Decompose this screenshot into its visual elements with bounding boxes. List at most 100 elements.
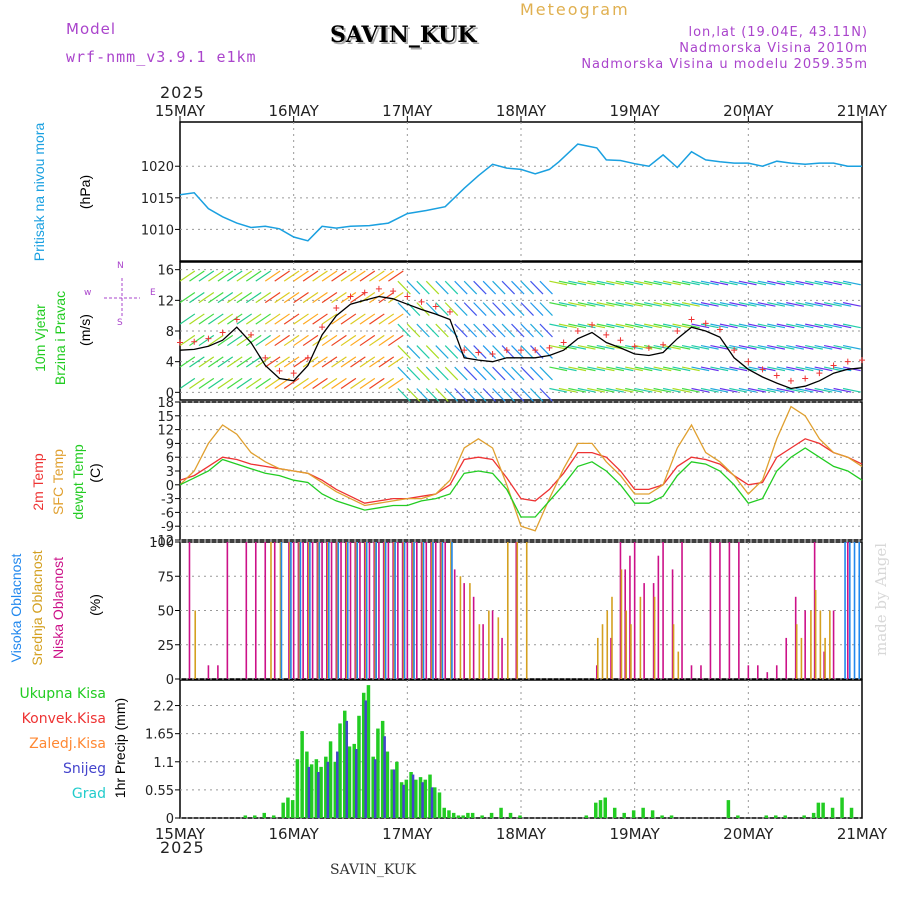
wind-arrow bbox=[435, 345, 449, 359]
wind-arrow bbox=[833, 387, 852, 393]
wind-arrow bbox=[416, 388, 430, 402]
wind-gust-mark bbox=[390, 288, 397, 295]
wind-arrow bbox=[615, 366, 634, 372]
wind-arrow bbox=[757, 387, 776, 393]
wind-arrow bbox=[530, 388, 544, 402]
wind-gust-mark bbox=[702, 320, 709, 327]
precip-bar-precip_total bbox=[437, 792, 442, 818]
y-tick-label: -9 bbox=[161, 520, 174, 535]
time-tick-top: 19MAY bbox=[610, 102, 661, 120]
time-tick-bottom: 18MAY bbox=[496, 825, 547, 843]
wind-arrow bbox=[719, 323, 738, 329]
time-tick-top: 20MAY bbox=[723, 102, 774, 120]
precip-bar-precip_total bbox=[361, 692, 366, 818]
wind-arrow bbox=[227, 377, 243, 389]
wind-arrow bbox=[833, 366, 852, 372]
wind-arrow bbox=[274, 313, 290, 325]
pressure-line bbox=[179, 143, 862, 242]
y-tick-label: 0 bbox=[166, 673, 174, 688]
wind-arrow bbox=[388, 313, 404, 325]
wind-arrow bbox=[786, 323, 804, 329]
wind-arrow bbox=[406, 366, 421, 381]
wind-arrow bbox=[795, 280, 814, 286]
wind-arrow bbox=[425, 323, 440, 338]
wind-arrow bbox=[814, 323, 833, 329]
footer-station: SAVIN_KUK bbox=[330, 862, 417, 878]
wind-arrow bbox=[340, 356, 357, 368]
wind-arrow bbox=[615, 302, 634, 307]
precip-bar-precip_total bbox=[409, 772, 413, 818]
precip-bar-precip_total bbox=[423, 779, 428, 818]
wind-arrow bbox=[501, 302, 516, 316]
precip-bar-precip_total bbox=[480, 815, 484, 818]
wind-arrow bbox=[217, 334, 234, 347]
wind-arrow bbox=[359, 270, 376, 282]
model-label: Model bbox=[66, 20, 117, 38]
precip-label-total: Ukupna Kisa bbox=[19, 686, 106, 702]
wind-label-1: 10m Vjetar bbox=[32, 304, 48, 372]
wind-arrow bbox=[776, 323, 795, 329]
wind-arrow bbox=[473, 388, 487, 402]
wind-arrow bbox=[558, 366, 577, 372]
wind-arrow bbox=[776, 366, 795, 372]
wind-arrow bbox=[549, 302, 568, 307]
wind-arrow bbox=[350, 377, 366, 389]
wind-gust-mark bbox=[660, 341, 667, 348]
precip-bar-precip_total bbox=[584, 815, 589, 818]
wind-arrow bbox=[662, 344, 681, 350]
wind-arrow bbox=[369, 334, 385, 347]
wind-gust-mark bbox=[716, 326, 723, 333]
time-tick-bottom: 19MAY bbox=[610, 825, 661, 843]
precip-bar-precip_total bbox=[631, 810, 636, 818]
wind-arrow bbox=[748, 387, 767, 393]
wind-arrow bbox=[482, 280, 497, 295]
wind-gust-mark bbox=[546, 344, 553, 351]
wind-arrow bbox=[312, 356, 328, 368]
wind-arrow bbox=[492, 366, 506, 381]
wind-arrow bbox=[264, 313, 281, 325]
wind-arrow bbox=[691, 280, 710, 286]
wind-arrow bbox=[738, 280, 757, 286]
wind-arrow bbox=[255, 334, 271, 347]
wind-arrow bbox=[321, 313, 338, 325]
wind-arrow bbox=[805, 323, 823, 329]
wind-gust-mark bbox=[731, 347, 738, 354]
wind-arrow bbox=[435, 280, 449, 295]
precip-bar-precip_snow bbox=[326, 761, 330, 818]
wind-arrow bbox=[644, 302, 662, 307]
wind-arrow bbox=[340, 334, 357, 347]
wind-arrow bbox=[634, 280, 653, 286]
wind-arrow bbox=[388, 377, 404, 389]
precip-bar-precip_total bbox=[253, 815, 257, 818]
wind-arrow bbox=[492, 280, 506, 295]
wind-arrow bbox=[245, 377, 262, 389]
wind-arrow bbox=[558, 280, 577, 286]
wind-arrow bbox=[397, 366, 411, 381]
wind-arrow bbox=[767, 387, 786, 393]
wind-arrow bbox=[814, 366, 833, 372]
precip-bar-precip_total bbox=[281, 802, 285, 818]
wind-arrow bbox=[539, 302, 553, 316]
time-tick-top: 16MAY bbox=[269, 102, 320, 120]
wind-arrow bbox=[795, 302, 814, 307]
wind-arrow bbox=[340, 270, 357, 282]
meteogram-title: Meteogram bbox=[520, 0, 630, 19]
wind-arrow bbox=[672, 280, 691, 286]
model-name: wrf-nmm_v3.9.1 e1km bbox=[66, 48, 257, 66]
wind-gust-mark bbox=[859, 357, 865, 364]
wind-arrow bbox=[700, 323, 719, 329]
precip-label-conv: Konvek.Kisa bbox=[21, 711, 106, 727]
y-tick-label: 8 bbox=[166, 325, 174, 340]
precip-bar-precip_snow bbox=[307, 766, 311, 818]
wind-arrow bbox=[644, 280, 662, 286]
wind-arrow bbox=[842, 387, 861, 393]
cloud-unit: (%) bbox=[87, 594, 103, 616]
wind-arrow bbox=[293, 313, 309, 325]
wind-arrow bbox=[179, 313, 196, 325]
wind-arrow bbox=[681, 323, 700, 329]
pressure-label: Pritisak na nivou mora bbox=[31, 122, 47, 262]
wind-arrow bbox=[719, 366, 738, 372]
wind-arrow bbox=[302, 313, 319, 325]
wind-arrow bbox=[539, 323, 553, 338]
wind-arrow bbox=[805, 366, 823, 372]
